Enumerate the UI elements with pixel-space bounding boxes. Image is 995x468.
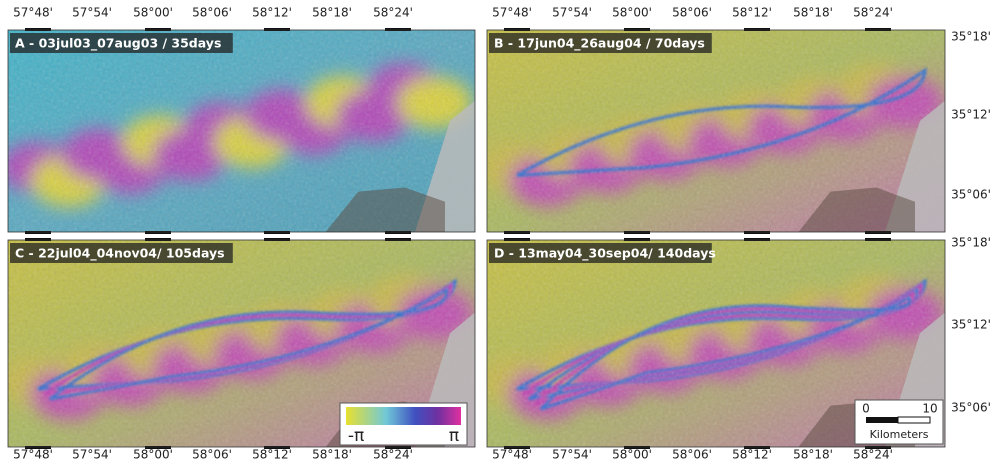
latitude-label: 35°12' — [951, 318, 991, 332]
tick-bar — [504, 231, 530, 234]
longitude-label: 58°24' — [373, 6, 413, 20]
tick-bar — [264, 238, 290, 241]
longitude-label: 58°18' — [312, 6, 352, 20]
tick-bar — [624, 28, 650, 31]
longitude-label: 58°12' — [732, 6, 772, 20]
longitude-label: 58°18' — [312, 448, 352, 462]
longitude-label: 58°18' — [793, 6, 833, 20]
tick-bar — [624, 238, 650, 241]
longitude-label: 57°48' — [492, 448, 532, 462]
longitude-label: 57°54' — [72, 6, 112, 20]
latitude-label: 35°18' — [951, 30, 991, 44]
colorbar-min: -π — [348, 426, 364, 446]
longitude-label: 58°12' — [252, 448, 292, 462]
panel-image — [0, 30, 475, 232]
longitude-label: 58°00' — [612, 448, 652, 462]
longitude-label: 58°06' — [192, 448, 232, 462]
interferogram-panel: B - 17jun04_26aug04 / 70days — [479, 28, 945, 234]
tick-bar — [385, 231, 411, 234]
interferogram-panel: A - 03jul03_07aug03 / 35days — [0, 28, 475, 234]
longitude-label: 58°12' — [732, 448, 772, 462]
tick-bar — [624, 231, 650, 234]
panel-image — [479, 30, 945, 232]
tick-bar — [865, 231, 891, 234]
tick-bar — [25, 231, 51, 234]
scale-end: 10 — [922, 402, 937, 416]
scale-unit: Kilometers — [870, 428, 929, 441]
longitude-label: 58°06' — [192, 6, 232, 20]
panel-title: A - 03jul03_07aug03 / 35days — [15, 36, 221, 52]
longitude-label: 57°48' — [13, 6, 53, 20]
latitude-label: 35°06' — [951, 401, 991, 415]
scale-start: 0 — [862, 402, 870, 416]
tick-bar — [145, 238, 171, 241]
latitude-label: 35°06' — [951, 188, 991, 202]
longitude-label: 58°06' — [672, 448, 712, 462]
tick-bar — [145, 231, 171, 234]
tick-bar — [865, 28, 891, 31]
colorbar-max: π — [449, 426, 459, 446]
longitude-label: 58°12' — [252, 6, 292, 20]
tick-bar — [865, 238, 891, 241]
scale-bar: 0 10 Kilometers — [855, 400, 943, 444]
longitude-label: 57°48' — [492, 6, 532, 20]
longitude-label: 57°54' — [552, 448, 592, 462]
longitude-label: 58°00' — [133, 6, 173, 20]
panels: A - 03jul03_07aug03 / 35days B - 17jun04_… — [0, 28, 945, 449]
tick-bar — [385, 238, 411, 241]
panel-title: B - 17jun04_26aug04 / 70days — [494, 36, 705, 52]
tick-bar — [744, 238, 770, 241]
tick-bar — [744, 28, 770, 31]
tick-bar — [504, 28, 530, 31]
longitude-label: 57°48' — [13, 448, 53, 462]
tick-bar — [504, 238, 530, 241]
tick-bar — [25, 28, 51, 31]
latitude-label: 35°18' — [951, 236, 991, 250]
longitude-label: 58°24' — [853, 448, 893, 462]
scale-seg — [898, 417, 930, 423]
longitude-label: 58°18' — [793, 448, 833, 462]
longitude-label: 58°00' — [612, 6, 652, 20]
longitude-label: 58°24' — [853, 6, 893, 20]
figure: A - 03jul03_07aug03 / 35days B - 17jun04_… — [0, 0, 995, 464]
tick-bar — [25, 238, 51, 241]
tick-bar — [264, 28, 290, 31]
longitude-label: 58°00' — [133, 448, 173, 462]
longitude-label: 57°54' — [552, 6, 592, 20]
longitude-label: 58°24' — [373, 448, 413, 462]
longitude-label: 58°06' — [672, 6, 712, 20]
scale-seg — [866, 417, 898, 423]
panel-title: D - 13may04_30sep04/ 140days — [494, 246, 716, 262]
panel-title: C - 22jul04_04nov04/ 105days — [15, 246, 225, 262]
longitude-label: 57°54' — [72, 448, 112, 462]
latitude-label: 35°12' — [951, 108, 991, 122]
tick-bar — [264, 231, 290, 234]
tick-bar — [385, 28, 411, 31]
colorbar-gradient — [346, 407, 461, 425]
tick-bar — [145, 28, 171, 31]
tick-bar — [744, 231, 770, 234]
colorbar: -π π — [340, 403, 467, 446]
